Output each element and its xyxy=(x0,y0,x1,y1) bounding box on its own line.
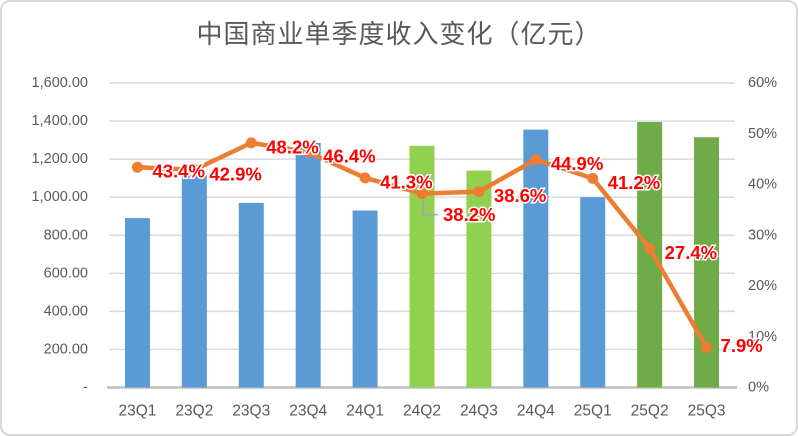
line-data-label-23Q1: 43.4% xyxy=(152,161,204,182)
bar-25Q2 xyxy=(637,122,663,388)
bar-24Q4 xyxy=(523,129,549,388)
line-marker-25Q3 xyxy=(701,341,713,353)
bar-24Q1 xyxy=(352,210,378,388)
line-marker-24Q3 xyxy=(473,186,485,198)
line-data-label-24Q3: 38.6% xyxy=(494,185,546,206)
x-axis-label-23Q3: 23Q3 xyxy=(232,403,270,420)
bar-23Q4 xyxy=(295,142,321,388)
left-axis-tick-label: - xyxy=(83,380,88,396)
x-axis-label-23Q1: 23Q1 xyxy=(118,403,156,420)
line-data-label-24Q2: 38.2% xyxy=(443,204,495,225)
line-marker-25Q1 xyxy=(587,172,599,184)
x-axis-label-25Q2: 25Q2 xyxy=(631,403,669,420)
x-axis-label-23Q4: 23Q4 xyxy=(289,403,327,420)
right-axis-tick-label: 60% xyxy=(748,75,777,91)
right-axis-tick-label: 40% xyxy=(748,177,777,193)
line-marker-23Q4 xyxy=(302,146,314,158)
bar-24Q2 xyxy=(409,145,435,388)
left-axis-tick-label: 1,600.00 xyxy=(32,75,88,91)
line-marker-23Q3 xyxy=(245,137,257,149)
right-axis-tick-label: 20% xyxy=(748,278,777,294)
left-axis-tick-label: 1,200.00 xyxy=(32,151,88,167)
line-marker-24Q2 xyxy=(416,188,428,200)
bar-24Q3 xyxy=(466,170,492,388)
x-axis-label-24Q3: 24Q3 xyxy=(460,403,498,420)
bar-23Q1 xyxy=(124,218,150,388)
line-data-label-25Q3: 7.9% xyxy=(721,335,763,356)
line-marker-23Q2 xyxy=(188,164,200,176)
bar-23Q2 xyxy=(181,175,207,388)
x-axis-label-24Q2: 24Q2 xyxy=(403,403,441,420)
x-axis-label-24Q4: 24Q4 xyxy=(517,403,555,420)
label-leader-line xyxy=(422,199,438,216)
line-data-label-25Q1: 41.2% xyxy=(608,172,660,193)
line-data-label-23Q2: 42.9% xyxy=(209,163,261,184)
bar-23Q3 xyxy=(238,202,264,388)
bar-25Q1 xyxy=(580,197,606,388)
right-axis-tick-label: 0% xyxy=(748,380,769,396)
left-axis-tick-label: 800.00 xyxy=(44,227,88,243)
left-axis-tick-label: 600.00 xyxy=(44,265,88,281)
chart-title: 中国商业单季度收入变化（亿元） xyxy=(196,19,602,49)
left-axis-tick-label: 1,400.00 xyxy=(32,113,88,129)
left-axis-tick-label: 1,000.00 xyxy=(32,189,88,205)
line-data-label-23Q3: 48.2% xyxy=(266,136,318,157)
right-axis-tick-label: 10% xyxy=(748,329,777,345)
line-marker-24Q4 xyxy=(530,154,542,166)
right-axis-tick-label: 50% xyxy=(748,126,777,142)
x-axis-label-25Q3: 25Q3 xyxy=(688,403,726,420)
x-axis-label-24Q1: 24Q1 xyxy=(346,403,384,420)
line-data-label-25Q2: 27.4% xyxy=(665,242,717,263)
line-data-label-24Q1: 41.3% xyxy=(380,171,432,192)
line-marker-24Q1 xyxy=(359,172,371,184)
right-axis-tick-label: 30% xyxy=(748,227,777,243)
line-data-label-23Q4: 46.4% xyxy=(323,146,375,167)
line-marker-25Q2 xyxy=(644,242,656,254)
line-data-label-24Q4: 44.9% xyxy=(551,153,603,174)
x-axis-label-23Q2: 23Q2 xyxy=(175,403,213,420)
left-axis-tick-label: 400.00 xyxy=(44,303,88,319)
x-axis-label-25Q1: 25Q1 xyxy=(574,403,612,420)
left-axis-tick-label: 200.00 xyxy=(44,341,88,357)
line-marker-23Q1 xyxy=(131,161,143,173)
